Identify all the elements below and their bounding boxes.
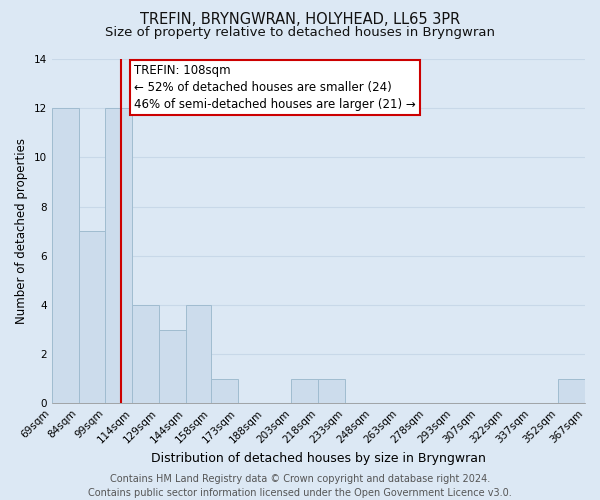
Bar xyxy=(159,330,186,404)
Bar xyxy=(186,305,211,404)
Bar xyxy=(292,378,319,404)
X-axis label: Distribution of detached houses by size in Bryngwran: Distribution of detached houses by size … xyxy=(151,452,486,465)
Bar xyxy=(106,108,132,404)
Text: Size of property relative to detached houses in Bryngwran: Size of property relative to detached ho… xyxy=(105,26,495,39)
Text: TREFIN, BRYNGWRAN, HOLYHEAD, LL65 3PR: TREFIN, BRYNGWRAN, HOLYHEAD, LL65 3PR xyxy=(140,12,460,28)
Bar xyxy=(558,378,585,404)
Text: TREFIN: 108sqm
← 52% of detached houses are smaller (24)
46% of semi-detached ho: TREFIN: 108sqm ← 52% of detached houses … xyxy=(134,64,416,111)
Y-axis label: Number of detached properties: Number of detached properties xyxy=(15,138,28,324)
Bar xyxy=(319,378,345,404)
Bar xyxy=(211,378,238,404)
Bar xyxy=(132,305,159,404)
Text: Contains HM Land Registry data © Crown copyright and database right 2024.
Contai: Contains HM Land Registry data © Crown c… xyxy=(88,474,512,498)
Bar xyxy=(52,108,79,404)
Bar xyxy=(79,231,106,404)
